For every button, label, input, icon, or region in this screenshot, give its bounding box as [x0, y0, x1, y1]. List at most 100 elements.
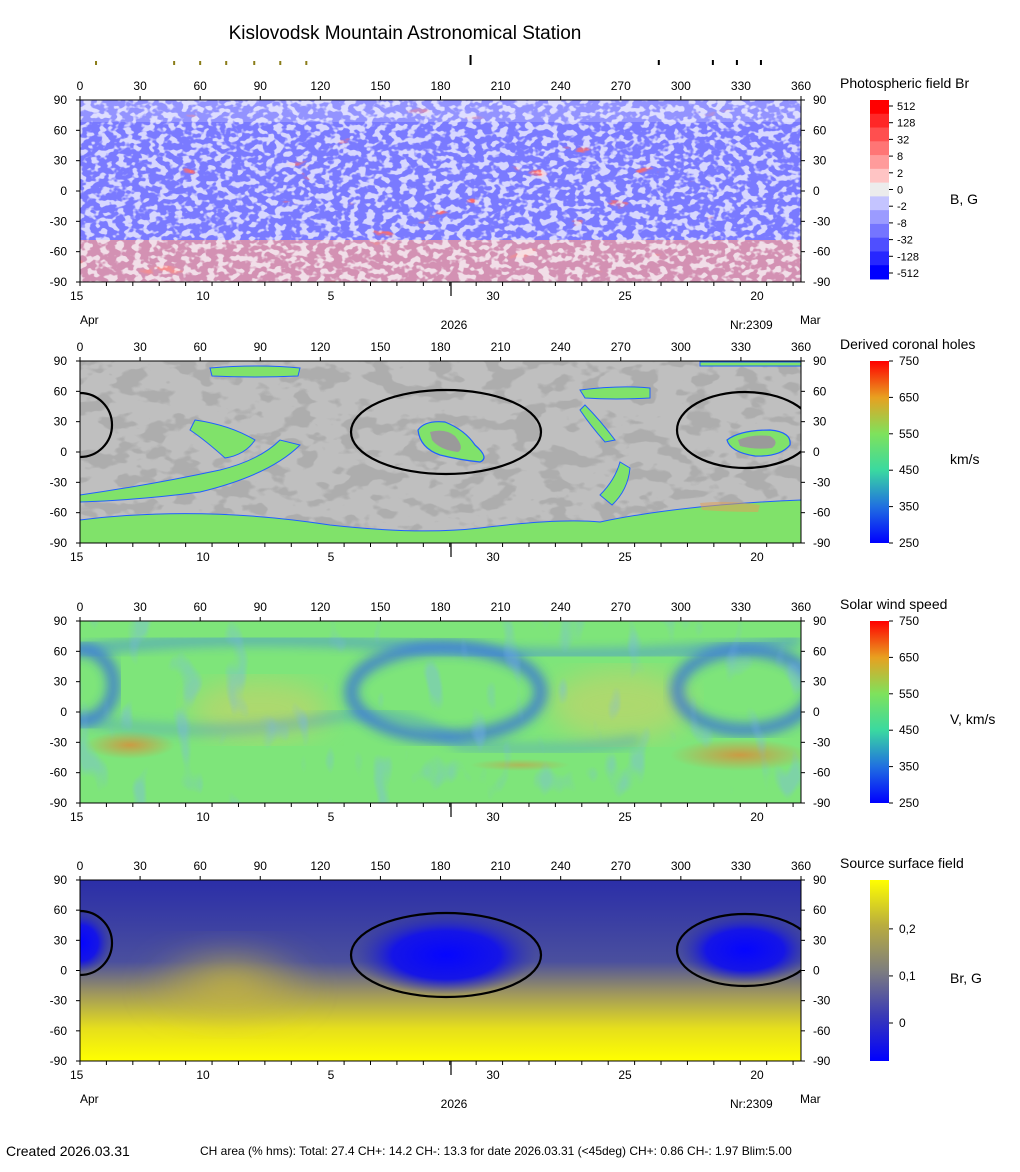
month-label-mar: Mar	[800, 1092, 821, 1106]
colorbar-label: 450	[899, 723, 919, 737]
unit-label: B, G	[950, 191, 978, 207]
carrington-marker-row	[95, 55, 762, 65]
lon-tick-label: 90	[254, 859, 268, 873]
lat-tick-label-right: 60	[813, 384, 827, 398]
colorbar-label: 250	[899, 536, 919, 550]
lat-tick-label-left: -60	[50, 506, 68, 520]
lon-tick-label: 60	[193, 600, 207, 614]
date-tick-label: 20	[750, 289, 764, 303]
lat-tick-label-right: -30	[813, 214, 831, 228]
lat-tick-label-left: 90	[54, 354, 68, 368]
colorbar-label: 0,2	[899, 922, 916, 936]
date-tick-label: 5	[328, 1068, 335, 1082]
colorbar-swatch	[870, 141, 889, 156]
black-marker	[759, 60, 762, 65]
lat-tick-label-right: -60	[813, 245, 831, 259]
black-marker	[469, 55, 472, 65]
colorbar-label: 650	[899, 390, 919, 404]
lon-tick-label: 60	[193, 340, 207, 354]
date-tick-label: 10	[196, 1068, 210, 1082]
colorbar-label: 550	[899, 687, 919, 701]
lon-tick-label: 30	[133, 859, 147, 873]
lat-tick-label-right: 90	[813, 873, 827, 887]
lon-tick-label: 330	[731, 600, 751, 614]
date-tick-label: 20	[750, 810, 764, 824]
lat-tick-label-right: -30	[813, 735, 831, 749]
lon-tick-label: 210	[491, 340, 511, 354]
lon-tick-label: 0	[77, 79, 84, 93]
created-date: Created 2026.03.31	[6, 1143, 130, 1159]
date-tick-label: 10	[196, 550, 210, 564]
lon-tick-label: 0	[77, 859, 84, 873]
lon-tick-label: 60	[193, 859, 207, 873]
month-label-apr: Apr	[80, 313, 99, 327]
lat-tick-label-left: -60	[50, 766, 68, 780]
lat-tick-label-right: -30	[813, 994, 831, 1008]
colorbar-label: -512	[897, 268, 919, 280]
colorbar-swatch	[870, 113, 889, 129]
lon-tick-label: 210	[491, 600, 511, 614]
lon-tick-label: 120	[310, 340, 330, 354]
lat-tick-label-left: -90	[50, 275, 68, 289]
colorbar-swatch	[870, 210, 889, 225]
colorbar-4: Source surface field Br, G 0,2 0,1 0	[840, 855, 982, 1061]
lat-tick-label-right: 0	[813, 445, 820, 459]
lat-tick-label-right: 30	[813, 933, 827, 947]
lon-tick-label: 240	[551, 600, 571, 614]
lon-tick-label: 240	[551, 859, 571, 873]
colorbar-label: -2	[897, 201, 907, 213]
lon-tick-label: 180	[430, 600, 450, 614]
lat-tick-label-left: 30	[54, 675, 68, 689]
date-tick-label: 25	[618, 1068, 632, 1082]
date-tick-label: 10	[196, 810, 210, 824]
lon-tick-label: 120	[310, 79, 330, 93]
lat-tick-label-right: 30	[813, 675, 827, 689]
colorbar-label: 0	[897, 185, 903, 197]
lon-tick-label: 150	[370, 859, 390, 873]
date-tick-label: 30	[486, 289, 500, 303]
olive-marker	[173, 61, 176, 65]
colorbar-swatch	[870, 168, 889, 184]
date-tick-label: 5	[328, 810, 335, 824]
olive-marker	[253, 61, 256, 65]
month-label-mar: Mar	[800, 313, 821, 327]
colorbar-label: 350	[899, 760, 919, 774]
colorbar-layer: Photospheric field Br B, G 512 128 32 8 2 0 -2 -8…	[840, 75, 995, 1061]
panel-title: Solar wind speed	[840, 596, 947, 612]
lon-tick-label: 210	[491, 859, 511, 873]
colorbar-swatch	[870, 100, 889, 115]
olive-marker	[279, 61, 282, 65]
lat-tick-label-left: -90	[50, 536, 68, 550]
lat-tick-label-right: -60	[813, 766, 831, 780]
lon-tick-label: 0	[77, 340, 84, 354]
colorbar-gradient	[870, 880, 889, 1061]
panel-source-surface-field	[80, 880, 801, 1061]
black-marker	[657, 60, 660, 65]
lon-tick-label: 30	[133, 600, 147, 614]
date-tick-label: 25	[618, 810, 632, 824]
date-tick-label: 5	[328, 289, 335, 303]
date-tick-label: 20	[750, 550, 764, 564]
lat-tick-label-left: -90	[50, 796, 68, 810]
lat-tick-label-left: 0	[60, 445, 67, 459]
lat-tick-label-right: -60	[813, 506, 831, 520]
lat-tick-label-right: 0	[813, 964, 820, 978]
lat-tick-label-left: 90	[54, 873, 68, 887]
lon-tick-label: 300	[671, 79, 691, 93]
panel-title: Photospheric field Br	[840, 75, 970, 91]
lat-tick-label-right: -90	[813, 796, 831, 810]
colorbar-swatch	[870, 196, 889, 211]
colorbar-label: -32	[897, 235, 913, 247]
colorbar-gradient	[870, 621, 889, 803]
lon-tick-label: 300	[671, 859, 691, 873]
rotation-number: Nr:2309	[730, 1097, 773, 1111]
coronal-holes-map	[79, 361, 802, 544]
colorbar-1: Photospheric field Br B, G 512 128 32 8 2 0 -2 -8…	[840, 75, 978, 280]
panel-photospheric-field	[80, 100, 801, 282]
colorbar-swatch	[870, 155, 889, 170]
date-tick-label: 10	[196, 289, 210, 303]
colorbar-swatch	[870, 127, 889, 142]
date-tick-label: 25	[618, 550, 632, 564]
